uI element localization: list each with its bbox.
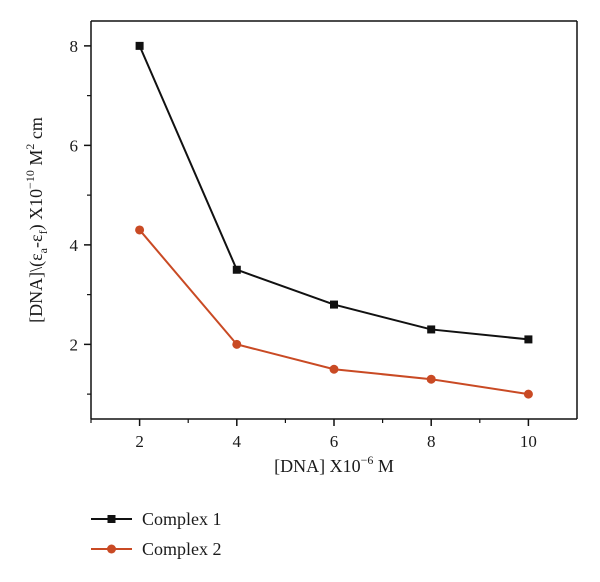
series-layer [135, 41, 533, 399]
y-axis-title-sub-a: a [36, 247, 50, 253]
y-axis-title-sub-f: f [36, 230, 50, 234]
legend-marker-complex-1 [107, 515, 116, 523]
x-axis-title-main: [DNA] X10 [274, 456, 360, 476]
y-axis-title-mid: -ε [26, 234, 46, 248]
y-tick-label: 8 [70, 37, 79, 56]
series-line-complex-1 [138, 45, 529, 341]
y-tick-label: 6 [70, 136, 79, 155]
x-axis-title-exponent: −6 [361, 453, 374, 467]
y-tick-label: 2 [70, 335, 79, 354]
y-axis-title: [DNA]\(εa-εf) X10−10 M2 cm [23, 117, 50, 323]
y-axis-title-exponent-2: 2 [23, 144, 37, 150]
y-axis-title-main: [DNA]\(ε [26, 253, 47, 323]
y-axis-title-tail: cm [26, 117, 46, 144]
y-tick-label: 4 [70, 236, 79, 255]
data-point-complex-1 [135, 41, 144, 50]
y-ticks: 2 4 6 8 [70, 37, 91, 395]
y-axis-title-rest: ) X10 [26, 189, 47, 231]
data-point-complex-1 [330, 300, 338, 309]
x-tick-label: 10 [520, 432, 537, 451]
x-tick-label: 4 [233, 432, 242, 451]
data-point-complex-2 [523, 389, 533, 399]
y-axis-title-exponent: −10 [23, 170, 37, 189]
legend: Complex 1 Complex 2 [91, 509, 222, 559]
data-point-complex-1 [524, 335, 533, 344]
legend-marker-complex-2 [107, 544, 116, 554]
x-axis-title-unit: M [373, 456, 394, 476]
data-point-complex-2 [135, 225, 145, 235]
data-point-complex-2 [232, 339, 242, 349]
x-ticks: 2 4 6 8 10 [90, 419, 537, 451]
legend-label-complex-2: Complex 2 [142, 539, 222, 559]
plot-frame [90, 20, 578, 420]
y-axis-title-unit: M [26, 150, 46, 171]
x-tick-label: 8 [427, 432, 436, 451]
x-axis-title: [DNA] X10−6 M [274, 453, 394, 476]
x-tick-label: 6 [330, 432, 339, 451]
data-point-complex-2 [426, 374, 436, 384]
x-tick-label: 2 [135, 432, 144, 451]
data-point-complex-1 [232, 265, 241, 274]
legend-label-complex-1: Complex 1 [142, 509, 222, 529]
data-point-complex-1 [427, 325, 436, 334]
data-point-complex-2 [329, 364, 339, 374]
